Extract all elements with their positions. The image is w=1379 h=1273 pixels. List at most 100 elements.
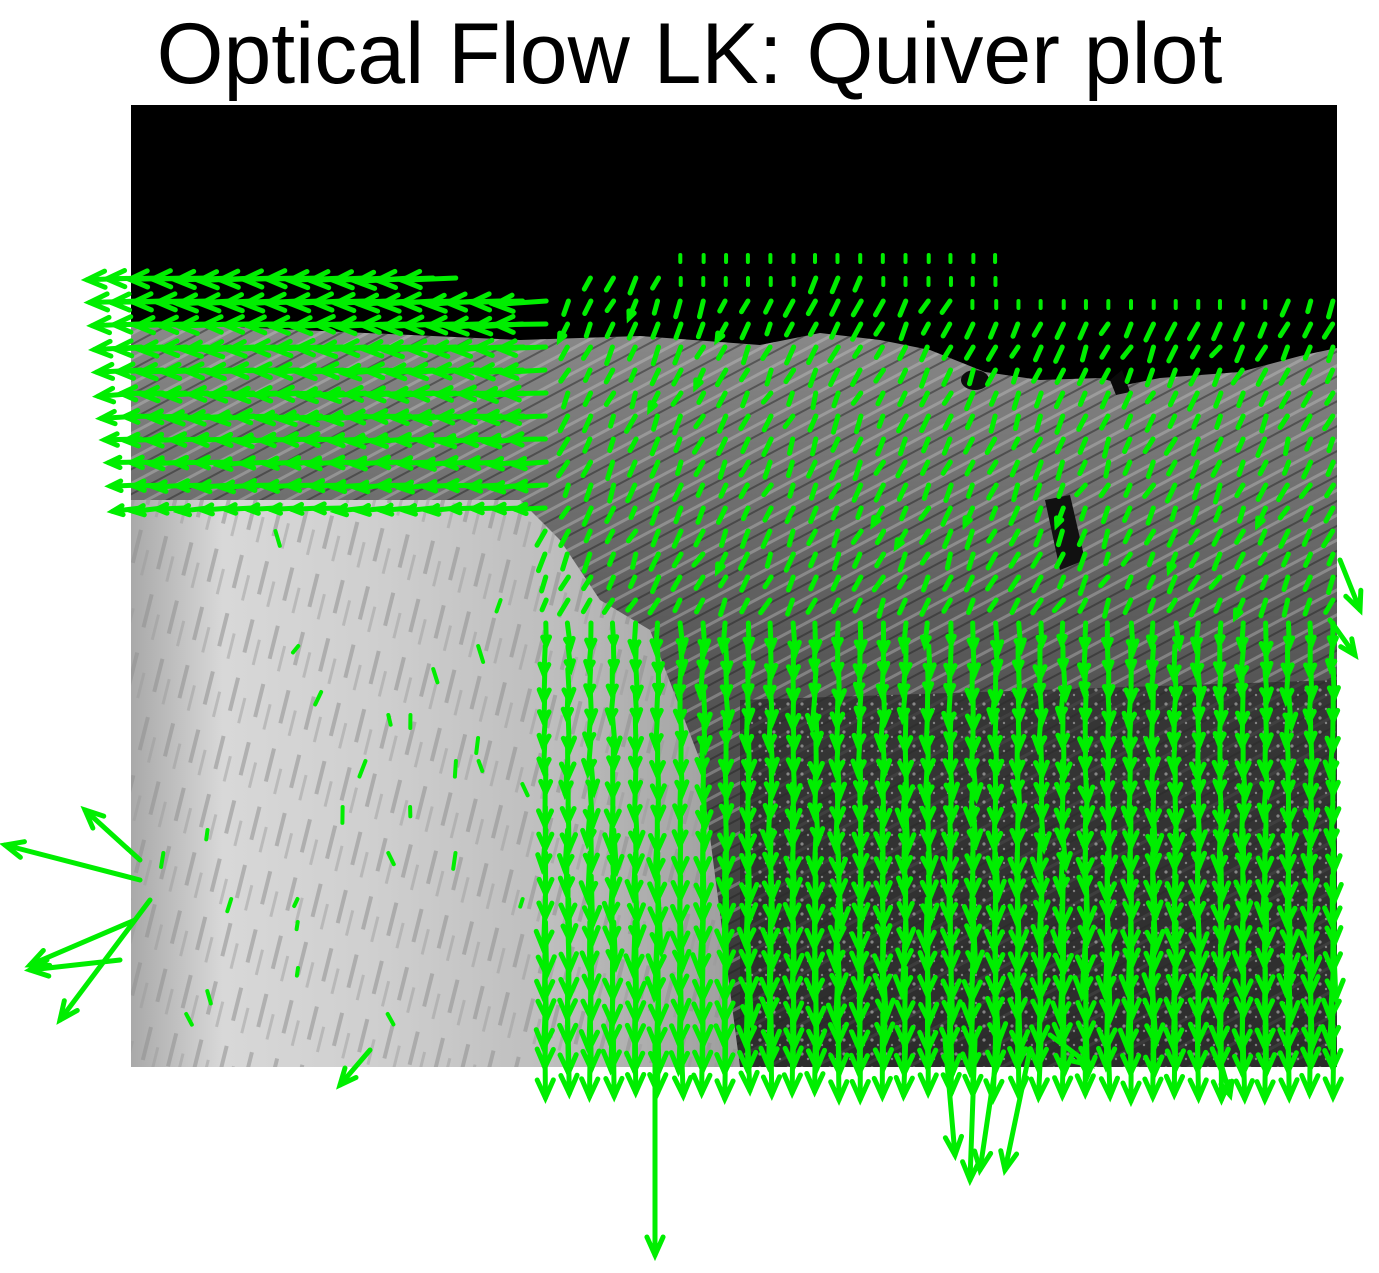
flow-arrowhead: [83, 291, 111, 313]
flow-arrowhead: [1299, 1072, 1321, 1100]
flow-arrowhead: [259, 455, 280, 471]
flow-arrowhead: [1319, 1024, 1342, 1052]
flow-arrow: [852, 459, 863, 482]
flow-arrowhead: [155, 338, 181, 359]
flow-arrow: [783, 367, 797, 385]
flow-arrow: [225, 897, 234, 914]
flow-arrowhead: [242, 502, 261, 516]
flow-arrow: [963, 436, 975, 455]
flow-arrowhead: [307, 291, 335, 313]
flow-arrow: [874, 528, 887, 546]
flow-arrow: [492, 321, 549, 328]
flow-arrowhead: [329, 291, 357, 314]
flow-arrow: [1255, 436, 1268, 458]
flow-arrow: [1053, 344, 1065, 364]
flow-arrowhead: [672, 948, 692, 974]
flow-arrow: [874, 551, 887, 569]
flow-arrowhead: [691, 1072, 713, 1100]
flow-arrow: [1233, 321, 1245, 342]
flow-arrow: [1326, 436, 1336, 454]
flow-arrowhead: [285, 501, 305, 516]
flow-arrow: [1122, 436, 1133, 455]
flow-arrow: [760, 344, 773, 361]
flow-arrow: [719, 528, 729, 548]
flow-arrowhead: [399, 502, 418, 517]
flow-arrowhead: [127, 478, 147, 493]
flow-arrow: [1298, 482, 1313, 500]
flow-arrow: [716, 390, 728, 409]
flow-arrow: [1211, 551, 1223, 572]
flow-arrow: [964, 413, 976, 431]
flow-arrowhead: [169, 268, 197, 291]
flow-arrow: [786, 528, 796, 548]
flow-arrowhead: [172, 503, 193, 518]
flow-arrow: [829, 321, 841, 340]
flow-arrowhead: [1254, 1079, 1276, 1106]
flow-arrowhead: [330, 315, 358, 337]
flow-arrow: [492, 298, 549, 307]
flow-arrow: [693, 459, 706, 478]
flow-arrow: [1171, 1034, 1178, 1097]
flow-arrowhead: [249, 385, 274, 404]
flow-arrow: [651, 298, 661, 316]
flow-arrowhead: [503, 431, 525, 448]
flow-arrowhead: [219, 502, 239, 516]
flow-arrow: [716, 413, 729, 434]
flow-arrowhead: [88, 338, 114, 359]
flow-arrow: [1145, 505, 1156, 526]
flow-arrow: [988, 413, 998, 434]
flow-arrowhead: [488, 292, 516, 314]
flow-arrow: [626, 459, 638, 478]
flow-arrow: [1079, 344, 1089, 363]
flow-arrow: [431, 667, 440, 685]
flow-arrow: [1011, 482, 1021, 503]
flow-arrow: [1257, 528, 1268, 546]
flow-arrow: [1189, 344, 1201, 360]
flow-arrow: [1305, 298, 1314, 315]
flow-arrow: [896, 413, 909, 434]
flow-arrow: [1144, 367, 1156, 388]
flow-arrow: [940, 505, 953, 527]
flow-arrow: [967, 367, 976, 387]
flow-arrow: [627, 436, 639, 454]
flow-arrow: [294, 920, 300, 932]
flow-arrow: [941, 436, 953, 456]
flow-arrowhead: [24, 947, 53, 968]
flow-arrow: [691, 436, 706, 455]
flow-arrowhead: [690, 952, 712, 979]
flow-arrow: [1074, 482, 1088, 498]
flow-arrow: [357, 759, 368, 779]
flow-arrowhead: [327, 479, 348, 494]
flow-arrow: [675, 459, 684, 477]
flow-arrow: [520, 782, 530, 798]
flow-arrow: [630, 551, 639, 570]
flow-arrow: [673, 321, 684, 341]
flow-arrow: [1235, 574, 1246, 592]
flow-arrow: [963, 574, 975, 593]
flow-arrowhead: [965, 949, 985, 975]
flow-arrowhead: [917, 1072, 939, 1099]
flow-arrow: [694, 597, 706, 615]
flow-arrow: [941, 390, 954, 406]
flow-arrowhead: [352, 502, 372, 517]
flow-arrow: [718, 482, 729, 499]
flow-arrowhead: [119, 431, 141, 449]
flow-arrowhead: [624, 879, 644, 904]
flow-arrow: [1302, 597, 1313, 617]
flow-arrow: [565, 1034, 572, 1096]
flow-arrowhead: [893, 537, 905, 552]
flow-arrow: [939, 298, 953, 315]
flow-arrow: [852, 551, 863, 569]
flow-arrow: [650, 321, 661, 340]
flow-arrow: [337, 1047, 373, 1088]
flow-arrow: [1236, 505, 1246, 524]
flow-arrow: [919, 367, 930, 389]
flow-arrow: [1010, 367, 1020, 385]
flow-arrow: [1143, 321, 1157, 343]
flow-arrow: [942, 528, 954, 550]
flow-arrowhead: [416, 456, 437, 472]
flow-arrow: [783, 551, 796, 573]
flow-arrow: [920, 321, 931, 336]
flow-arrow: [1103, 459, 1112, 479]
flow-arrow: [1214, 413, 1223, 431]
